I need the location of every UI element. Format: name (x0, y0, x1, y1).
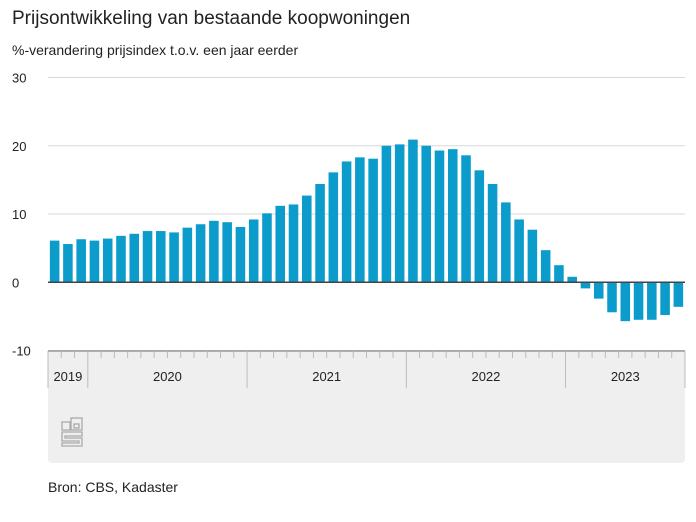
x-year-label: 2021 (312, 369, 341, 384)
x-year-label: 2023 (611, 369, 640, 384)
bar-2022-01 (408, 139, 418, 283)
bar-2022-04 (447, 149, 458, 283)
bar-2023-06 (633, 282, 644, 320)
bar-2021-02 (262, 213, 272, 283)
bar-2021-12 (394, 144, 405, 283)
bar-2022-09 (514, 219, 524, 283)
y-tick-label: 30 (12, 71, 26, 86)
bar-2020-08 (182, 227, 193, 283)
bar-2020-03 (116, 235, 126, 283)
bar-2023-01 (567, 276, 577, 283)
bar-2020-10 (209, 220, 219, 283)
bar-2021-03 (275, 205, 286, 283)
bar-2021-05 (302, 195, 312, 283)
bar-2020-09 (195, 224, 206, 283)
x-year-label: 2022 (471, 369, 500, 384)
bar-2022-08 (501, 202, 511, 283)
chart-subtitle: %-verandering prijsindex t.o.v. een jaar… (12, 42, 299, 58)
bar-2020-12 (235, 226, 246, 283)
bar-2022-05 (461, 155, 471, 283)
bar-2022-06 (474, 170, 485, 283)
bar-2021-04 (288, 204, 299, 283)
bar-2021-06 (315, 183, 325, 283)
bar-2020-02 (102, 238, 113, 283)
bar-2021-09 (355, 157, 365, 283)
bar-2022-12 (554, 265, 564, 283)
bar-2021-07 (328, 172, 339, 283)
axis-panel (48, 351, 685, 463)
bar-2023-03 (593, 282, 604, 299)
bar-2020-07 (169, 232, 179, 283)
source-note: Bron: CBS, Kadaster (48, 479, 178, 495)
bar-2022-11 (540, 250, 551, 283)
chart-title: Prijsontwikkeling van bestaande koopwoni… (12, 8, 411, 29)
bar-2023-08 (660, 282, 670, 316)
bar-2021-11 (381, 145, 392, 283)
bar-2023-04 (607, 282, 617, 313)
bar-2022-03 (434, 150, 445, 283)
bar-2019-12 (76, 239, 86, 283)
bar-2020-05 (142, 231, 153, 283)
bar-2023-07 (647, 282, 657, 320)
bar-2020-06 (156, 231, 166, 283)
bar-2021-01 (248, 219, 259, 283)
bar-2023-02 (580, 282, 591, 289)
bar-2022-07 (487, 183, 498, 283)
y-tick-label: 20 (12, 139, 26, 154)
cbs-logo-icon (61, 417, 83, 447)
bar-2023-09 (673, 282, 684, 307)
bar-2019-10 (49, 240, 60, 283)
bar-2021-08 (341, 161, 352, 283)
bar-2021-10 (368, 158, 378, 283)
bar-2022-10 (527, 229, 538, 283)
bar-2020-01 (89, 240, 100, 283)
bar-2019-11 (63, 244, 73, 283)
bar-2020-04 (129, 233, 140, 283)
bar-2020-11 (222, 222, 232, 283)
y-tick-label: 0 (12, 275, 19, 290)
bar-2022-02 (421, 145, 431, 283)
bar-2023-05 (620, 282, 631, 322)
y-tick-label: -10 (12, 344, 31, 359)
x-year-label: 2020 (153, 369, 182, 384)
x-year-label: 2019 (53, 369, 82, 384)
y-tick-label: 10 (12, 207, 26, 222)
